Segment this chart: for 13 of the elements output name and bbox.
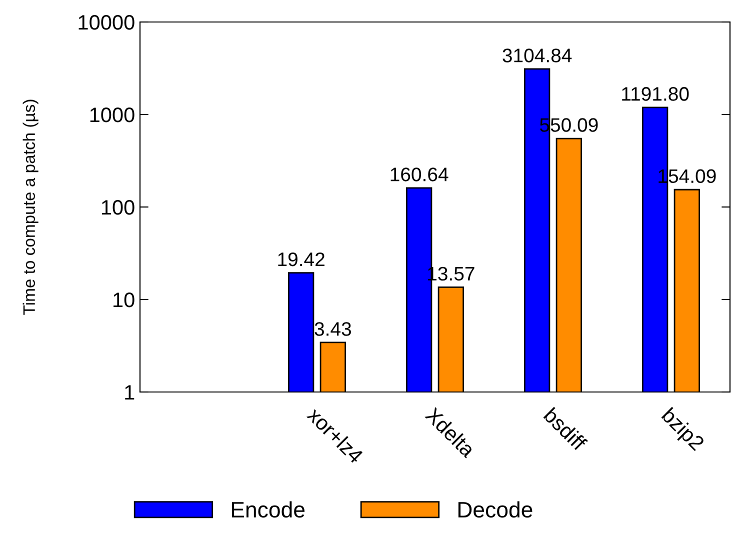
data-label: 3.43 [314,322,351,336]
y-tick-label: 100 [102,200,134,215]
legend-label: Decode [458,501,532,518]
y-tick-label: 10 [114,292,134,308]
data-label: 3104.84 [502,48,572,62]
y-axis-title: Time to compute a patch (µs) [22,100,38,315]
data-label: 1191.80 [622,87,689,101]
data-label: 160.64 [390,168,448,182]
legend-label: Encode [232,501,305,518]
y-tick-label: 1000 [90,108,134,122]
data-label: 19.42 [278,252,324,266]
y-tick-label: 1 [125,385,134,400]
y-tick-label: 10000 [78,15,134,30]
